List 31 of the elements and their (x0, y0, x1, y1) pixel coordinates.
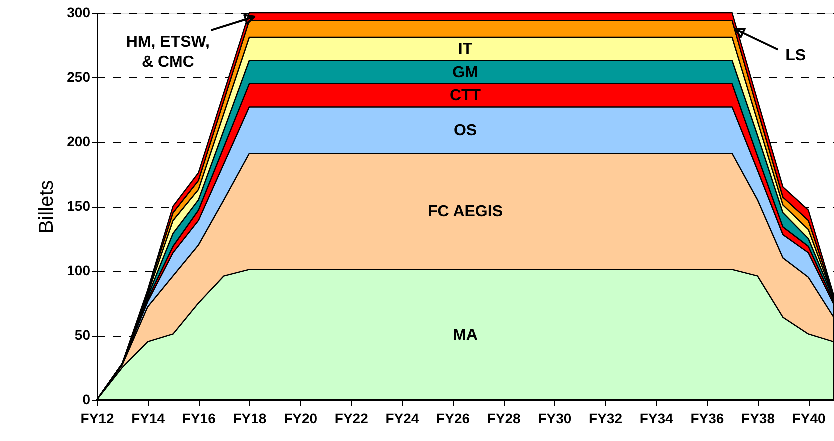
y-tick-label: 200 (67, 134, 91, 150)
x-tick-label: FY18 (233, 410, 267, 426)
x-tick-label: FY34 (640, 410, 674, 426)
series-label: HM, ETSW, & CMC (126, 34, 210, 72)
x-tick-label: FY32 (589, 410, 623, 426)
x-tick-label: FY12 (80, 410, 114, 426)
x-tick-label: FY36 (690, 410, 724, 426)
y-tick-label: 150 (67, 198, 91, 214)
series-label: IT (458, 41, 473, 58)
x-tick-label: FY14 (132, 410, 166, 426)
x-tick-label: FY20 (284, 410, 318, 426)
x-tick-label: FY24 (386, 410, 420, 426)
series-label: MA (453, 326, 478, 344)
series-label: GM (452, 64, 478, 82)
x-tick-label: FY22 (334, 410, 369, 426)
series-label: FC AEGIS (428, 204, 504, 221)
y-tick-label: 50 (74, 327, 91, 343)
text: LS (786, 48, 806, 65)
x-tick-label: FY16 (182, 410, 216, 426)
y-tick-label: 300 (67, 4, 91, 20)
y-tick-label: 250 (67, 69, 91, 85)
series-label: OS (454, 122, 478, 140)
x-tick-label: FY28 (487, 410, 522, 426)
series-label: CTT (450, 88, 482, 105)
y-tick-label: 100 (67, 262, 91, 278)
x-tick-label: FY40 (792, 410, 826, 426)
x-tick-label: FY38 (742, 410, 776, 426)
y-axis-title: Billets (36, 180, 58, 234)
x-tick-label: FY30 (538, 410, 572, 426)
y-tick-label: 0 (82, 392, 91, 408)
x-tick-label: FY26 (436, 410, 470, 426)
